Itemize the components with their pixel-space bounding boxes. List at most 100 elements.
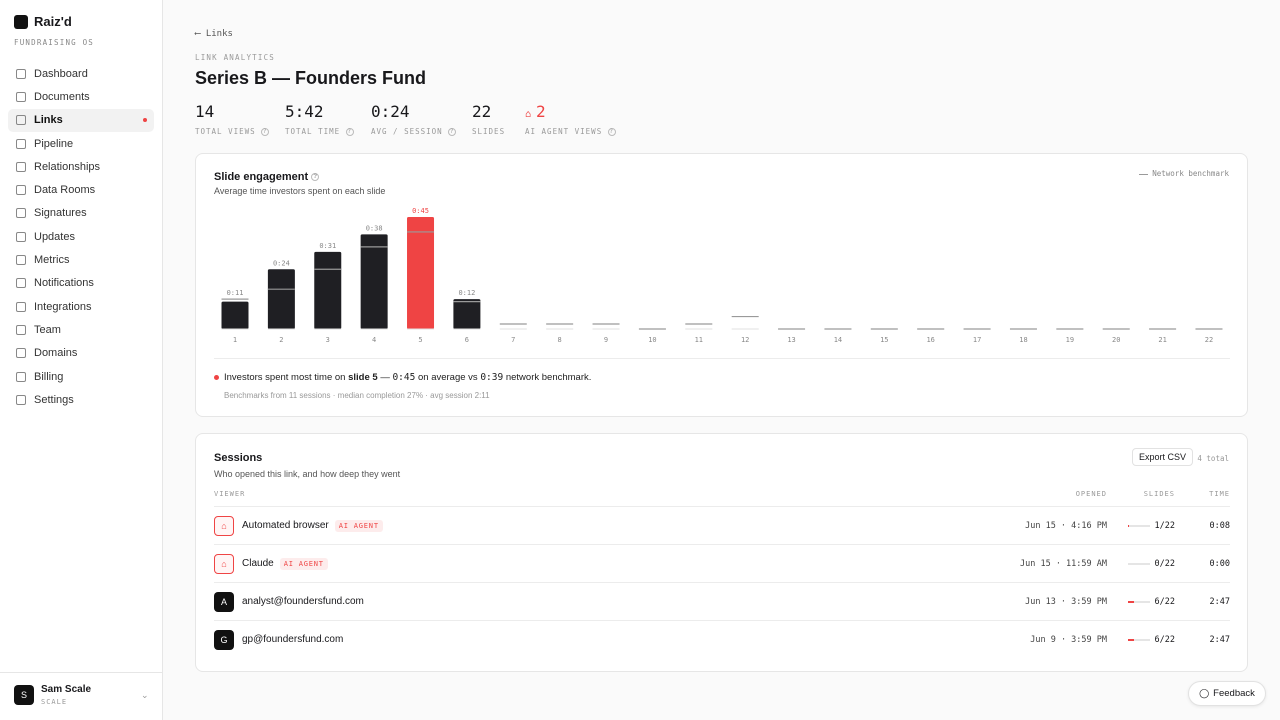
opened: Jun 9 · 3:59 PM — [1030, 635, 1107, 645]
user-org: SCALE — [41, 698, 68, 706]
stat-value: 14 — [195, 102, 269, 121]
column-header: SLIDES — [1143, 490, 1175, 498]
stat-label: AI AGENT VIEWS ? — [525, 127, 616, 136]
column-header: VIEWER — [214, 490, 246, 498]
help-icon[interactable]: ? — [345, 128, 354, 136]
value-label: 0:38 — [366, 224, 383, 232]
nav-item[interactable]: Integrations — [8, 295, 154, 318]
nav-item[interactable]: Documents — [8, 85, 154, 108]
legend-label: Network benchmark — [1152, 169, 1229, 178]
session-row[interactable]: ⌂ Automated browser AI AGENT Jun 15 · 4:16 … — [214, 506, 1230, 544]
x-tick-label: 7 — [511, 336, 515, 344]
user-name: Sam Scale — [41, 684, 92, 695]
nav: Dashboard Documents Links Pipeline Relations… — [8, 62, 154, 411]
nav-icon — [16, 185, 26, 196]
sessions-card: Sessions Who opened this link, and how d… — [195, 433, 1248, 672]
x-tick-label: 3 — [326, 336, 330, 344]
nav-item[interactable]: Team — [8, 318, 154, 341]
value-label: 0:31 — [319, 242, 336, 250]
viewer: Claude AI AGENT — [242, 558, 328, 570]
x-tick-label: 22 — [1205, 336, 1213, 344]
viewer-avatar: ⌂ — [214, 516, 234, 536]
nav-icon — [16, 371, 26, 382]
column-header: TIME — [1209, 490, 1230, 498]
viewer-avatar: A — [214, 592, 234, 612]
nav-label: Metrics — [34, 254, 70, 267]
nav-item[interactable]: Pipeline — [8, 132, 154, 155]
x-tick-label: 11 — [695, 336, 703, 344]
nav-item[interactable]: Relationships — [8, 155, 154, 178]
nav-label: Settings — [34, 393, 74, 406]
stat-label-text: AI AGENT VIEWS — [525, 127, 603, 136]
time: 2:47 — [1209, 597, 1230, 607]
bar — [267, 269, 295, 329]
slides: 6/22 — [1154, 597, 1175, 607]
nav-label: Dashboard — [34, 67, 88, 80]
bar — [314, 251, 342, 329]
nav-item[interactable]: Data Rooms — [8, 178, 154, 201]
export-button[interactable]: Export CSV — [1132, 448, 1194, 466]
insight-mid: on average vs — [417, 372, 478, 383]
nav-label: Data Rooms — [34, 184, 96, 197]
nav-item[interactable]: Dashboard — [8, 62, 154, 85]
help-icon[interactable]: ? — [448, 128, 457, 136]
user-menu[interactable]: S Sam Scale SCALE ⌄ — [0, 672, 162, 720]
stat-number: 5:42 — [285, 102, 324, 121]
nav-label: Signatures — [34, 207, 87, 220]
nav-item[interactable]: Signatures — [8, 202, 154, 225]
progress-track — [1128, 639, 1150, 641]
slides: 0/22 — [1154, 559, 1175, 569]
sessions-title: Sessions — [214, 452, 263, 464]
nav-item[interactable]: Metrics — [8, 248, 154, 271]
insight-lead: Investors spent most time on — [224, 372, 346, 383]
help-icon[interactable]: ? — [607, 128, 616, 136]
opened: Jun 13 · 3:59 PM — [1025, 597, 1107, 607]
nav-item[interactable]: Domains — [8, 342, 154, 365]
x-tick-label: 15 — [880, 336, 888, 344]
value-label: 0:12 — [458, 289, 475, 297]
help-icon[interactable]: ? — [311, 173, 320, 182]
x-tick-label: 18 — [1019, 336, 1027, 344]
session-row[interactable]: ⌂ Claude AI AGENT Jun 15 · 11:59 AM 0/22 0:00 — [214, 544, 1230, 582]
nav-item[interactable]: Billing — [8, 365, 154, 388]
x-tick-label: 6 — [465, 336, 469, 344]
back-label: Links — [205, 29, 233, 39]
help-icon[interactable]: ? — [261, 128, 270, 136]
nav-icon — [16, 348, 26, 359]
nav-label: Team — [34, 323, 61, 336]
brand[interactable]: Raiz'd — [14, 14, 72, 29]
nav-icon — [16, 231, 26, 242]
insight-benchmark: 0:39 — [480, 372, 504, 383]
nav-label: Documents — [34, 90, 90, 103]
x-tick-label: 4 — [372, 336, 376, 344]
eyebrow: LINK ANALYTICS — [195, 53, 276, 62]
stat-value: ⌂ 2 — [525, 102, 616, 121]
feedback-icon: ◯ — [1199, 688, 1210, 698]
viewer-avatar: G — [214, 630, 234, 650]
x-tick-label: 5 — [418, 336, 422, 344]
stat-value: 0:24 — [371, 102, 456, 121]
nav-item[interactable]: Links — [8, 108, 154, 132]
back-link[interactable]: ⟵ Links — [195, 29, 233, 39]
feedback-button[interactable]: ◯ Feedback — [1188, 681, 1266, 706]
bar — [221, 301, 249, 329]
stat: ⌂ 2 AI AGENT VIEWS ? — [525, 102, 616, 136]
nav-icon — [16, 138, 26, 149]
value-label: 0:11 — [227, 289, 244, 297]
value-label: 0:45 — [412, 207, 429, 215]
nav-item[interactable]: Settings — [8, 388, 154, 411]
engagement-card: Slide engagement ? Average time investor… — [195, 153, 1248, 417]
agent-badge: AI AGENT — [334, 520, 383, 532]
bar — [360, 234, 388, 329]
nav-item[interactable]: Notifications — [8, 272, 154, 295]
sessions-subtitle: Who opened this link, and how deep they … — [214, 469, 401, 479]
opened: Jun 15 · 11:59 AM — [1020, 559, 1107, 569]
chart: 1 0:11 2 0:24 3 0:31 4 0:38 5 0:45 6 0:12 7 8 9 10 11 12 1… — [221, 207, 1223, 344]
insight-dash: — — [380, 372, 390, 383]
stat-label: TOTAL VIEWS ? — [195, 127, 270, 136]
legend: Network benchmark — [1139, 169, 1229, 178]
nav-item[interactable]: Updates — [8, 225, 154, 248]
